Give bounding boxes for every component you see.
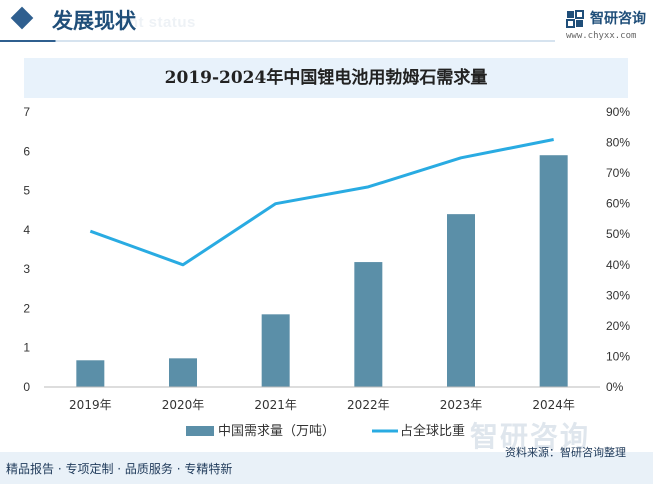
chart-title: 2019-2024年中国锂电池用勃姆石需求量 <box>164 68 488 88</box>
y-right-tick-label: 90% <box>606 105 630 119</box>
y-right-tick-label: 30% <box>606 288 630 302</box>
watermark-logo: 智研咨询 <box>470 420 591 453</box>
bar <box>539 155 568 387</box>
x-tick-label: 2021年 <box>254 398 297 412</box>
y-left-tick-label: 7 <box>23 105 30 119</box>
y-right-tick-label: 60% <box>606 197 630 211</box>
bar <box>447 214 475 387</box>
section-title: 发展现状 <box>52 9 136 33</box>
logo-name: 智研咨询 <box>590 11 646 27</box>
y-right-tick-label: 40% <box>606 258 630 272</box>
y-right-tick-label: 20% <box>606 319 630 333</box>
legend: 中国需求量（万吨） 占全球比重 <box>186 423 465 439</box>
y-left-tick-label: 5 <box>23 184 30 198</box>
legend-bar-label: 中国需求量（万吨） <box>218 424 335 439</box>
chyxx-logo-icon <box>566 10 584 28</box>
logo-url[interactable]: www.chyxx.com <box>566 31 637 41</box>
y-left-tick-label: 4 <box>23 223 30 237</box>
footer-slogan: 精品报告 · 专项定制 · 品质服务 · 专精特新 <box>6 462 233 476</box>
y-axis-right: 0% 10% 20% 30% 40% 50% 60% 70% 80% 90% <box>606 105 630 394</box>
bar-series <box>76 155 568 387</box>
y-axis-left: 0 1 2 3 4 5 6 7 <box>23 105 30 394</box>
x-tick-label: 2022年 <box>347 398 390 412</box>
header-bar <box>0 0 653 46</box>
chart-title-band <box>24 58 628 98</box>
y-right-tick-label: 10% <box>606 349 630 363</box>
y-right-tick-label: 50% <box>606 227 630 241</box>
chart: 0 1 2 3 4 5 6 7 0% 10% 20% 30% 40% 50% 60% 70% 80% 90% 2… <box>23 105 630 439</box>
x-axis: 2019年 2020年 2021年 2022年 2023年 2024年 <box>44 386 600 412</box>
line-series <box>89 138 554 267</box>
bar <box>76 360 105 387</box>
section-divider <box>0 40 555 42</box>
y-left-tick-label: 1 <box>23 341 30 355</box>
y-left-tick-label: 0 <box>23 380 30 394</box>
y-right-tick-label: 80% <box>606 136 630 150</box>
bar <box>169 358 197 387</box>
y-left-tick-label: 6 <box>23 144 30 158</box>
data-source: 资料来源：智研咨询整理 <box>505 446 626 459</box>
bar <box>261 314 290 387</box>
y-left-tick-label: 3 <box>23 262 30 276</box>
x-tick-label: 2023年 <box>440 398 483 412</box>
x-tick-label: 2024年 <box>532 398 575 412</box>
section-subtitle: ent status <box>120 14 196 31</box>
y-right-tick-label: 0% <box>606 380 624 394</box>
y-left-tick-label: 2 <box>23 301 30 315</box>
x-tick-label: 2019年 <box>69 398 112 412</box>
legend-bar-swatch <box>186 426 214 436</box>
footer-bar <box>0 452 653 484</box>
series-line <box>89 138 554 267</box>
bar <box>354 262 383 387</box>
y-right-tick-label: 70% <box>606 166 630 180</box>
legend-line-label: 占全球比重 <box>400 423 465 439</box>
x-tick-label: 2020年 <box>162 398 205 412</box>
